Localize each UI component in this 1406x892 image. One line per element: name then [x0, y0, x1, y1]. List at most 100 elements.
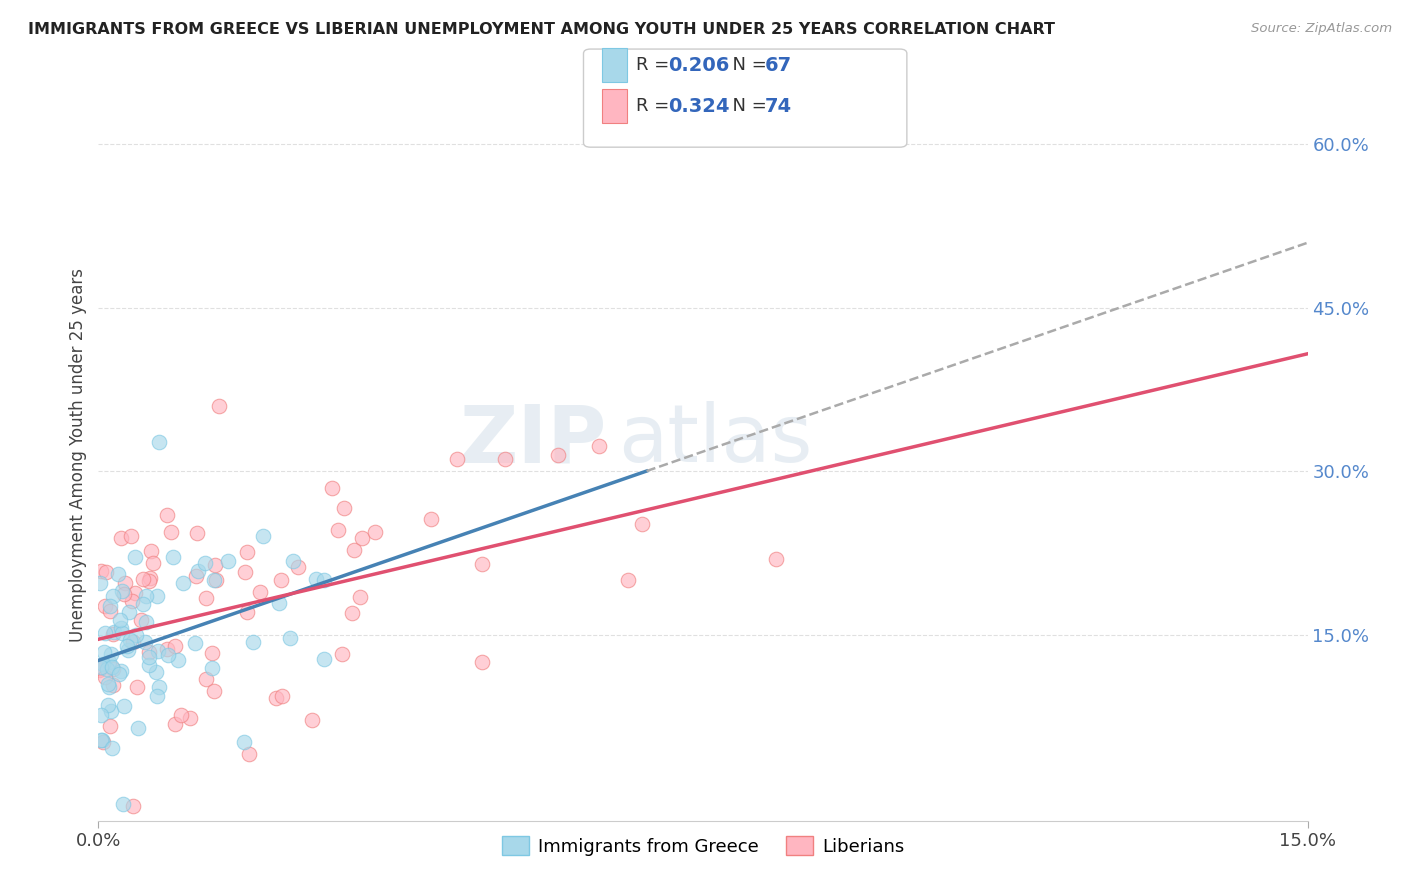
- Point: [330, 647, 353, 661]
- Point: [138, 645, 160, 659]
- Point: [98, 656, 121, 670]
- Point: [242, 635, 264, 649]
- Point: [208, 399, 231, 413]
- Point: [195, 591, 218, 605]
- Point: [108, 666, 131, 681]
- Point: [364, 524, 387, 539]
- Point: [111, 625, 134, 640]
- Point: [90, 660, 112, 674]
- Point: [446, 452, 468, 467]
- Point: [110, 665, 132, 679]
- Point: [111, 583, 134, 598]
- Point: [145, 665, 167, 679]
- Point: [103, 624, 125, 639]
- Point: [117, 643, 139, 657]
- Point: [142, 556, 165, 570]
- Point: [201, 646, 224, 660]
- Point: [101, 626, 124, 640]
- Point: [135, 615, 157, 630]
- Point: [183, 635, 205, 649]
- Point: [232, 734, 254, 748]
- Point: [90, 707, 112, 722]
- Point: [252, 529, 274, 543]
- Point: [138, 658, 160, 673]
- Point: [91, 735, 114, 749]
- Point: [118, 605, 141, 619]
- Text: atlas: atlas: [619, 401, 813, 479]
- Point: [179, 711, 201, 725]
- Point: [419, 511, 441, 525]
- Point: [89, 575, 111, 590]
- Point: [96, 662, 118, 676]
- Point: [172, 575, 194, 590]
- Point: [314, 652, 336, 666]
- Point: [108, 613, 131, 627]
- Point: [97, 698, 120, 712]
- Point: [202, 683, 225, 698]
- Point: [121, 594, 143, 608]
- Point: [98, 719, 121, 733]
- Point: [765, 552, 787, 566]
- Point: [110, 621, 132, 635]
- Point: [100, 660, 122, 674]
- Point: [124, 586, 146, 600]
- Point: [170, 708, 193, 723]
- Point: [271, 690, 294, 704]
- Point: [148, 434, 170, 449]
- Point: [132, 572, 155, 586]
- Point: [238, 747, 260, 761]
- Point: [93, 670, 115, 684]
- Point: [204, 558, 226, 572]
- Point: [94, 599, 117, 613]
- Point: [287, 560, 309, 574]
- Point: [112, 587, 135, 601]
- Point: [100, 599, 122, 614]
- Text: 0.206: 0.206: [668, 55, 730, 75]
- Point: [163, 639, 186, 653]
- Point: [97, 677, 120, 691]
- Point: [101, 590, 124, 604]
- Point: [166, 653, 188, 667]
- Point: [305, 572, 328, 586]
- Point: [156, 641, 179, 656]
- Point: [110, 531, 132, 545]
- Point: [181, 829, 204, 843]
- Point: [217, 554, 239, 568]
- Point: [349, 590, 371, 604]
- Point: [631, 516, 654, 531]
- Point: [195, 672, 218, 686]
- Point: [312, 573, 335, 587]
- Point: [249, 585, 271, 599]
- Text: 0.324: 0.324: [668, 96, 730, 116]
- Point: [326, 523, 349, 537]
- Text: IMMIGRANTS FROM GREECE VS LIBERIAN UNEMPLOYMENT AMONG YOUTH UNDER 25 YEARS CORRE: IMMIGRANTS FROM GREECE VS LIBERIAN UNEMP…: [28, 22, 1054, 37]
- Point: [138, 650, 160, 665]
- Point: [270, 573, 292, 587]
- Point: [138, 574, 160, 589]
- Point: [91, 657, 114, 671]
- Point: [114, 575, 136, 590]
- Point: [129, 613, 152, 627]
- Point: [120, 632, 142, 647]
- Point: [125, 627, 148, 641]
- Point: [138, 571, 160, 585]
- Point: [89, 661, 111, 675]
- Point: [122, 799, 145, 814]
- Text: 67: 67: [765, 55, 792, 75]
- Point: [131, 597, 153, 611]
- Point: [100, 647, 122, 661]
- Point: [89, 663, 111, 677]
- Point: [278, 632, 301, 646]
- Point: [91, 733, 114, 747]
- Point: [146, 689, 169, 703]
- Y-axis label: Unemployment Among Youth under 25 years: Unemployment Among Youth under 25 years: [69, 268, 87, 642]
- Point: [139, 544, 162, 558]
- Point: [135, 589, 157, 603]
- Point: [124, 550, 146, 565]
- Text: N =: N =: [721, 56, 773, 74]
- Point: [98, 604, 121, 618]
- Point: [547, 448, 569, 462]
- Point: [121, 528, 143, 542]
- Text: Source: ZipAtlas.com: Source: ZipAtlas.com: [1251, 22, 1392, 36]
- Text: 74: 74: [765, 96, 792, 116]
